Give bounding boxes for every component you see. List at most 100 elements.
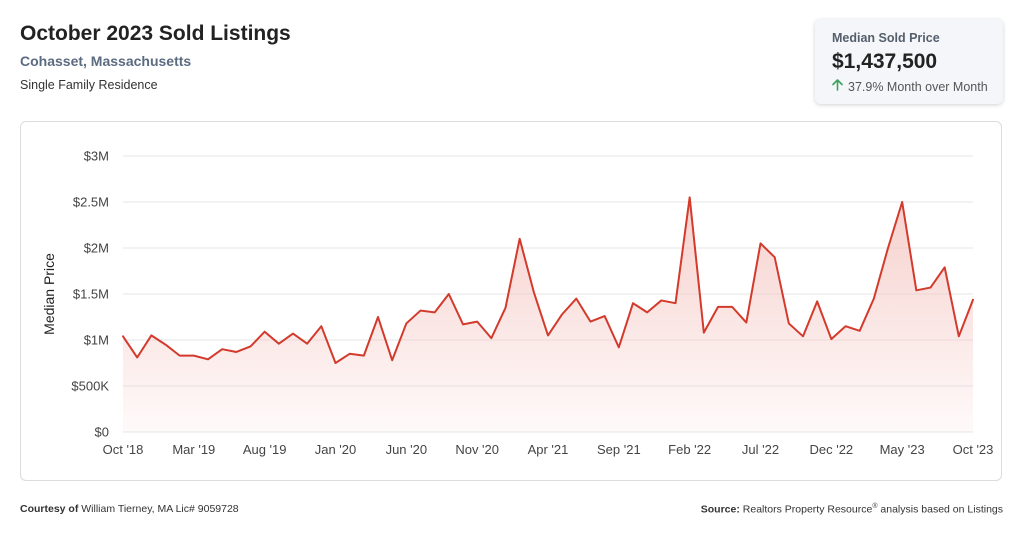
data-point [207,358,209,360]
data-point [164,343,166,345]
source-prefix: Source: [700,503,740,516]
data-point [292,332,294,334]
data-point [462,323,464,325]
data-point [788,322,790,324]
x-tick-label: Nov '20 [455,442,499,457]
data-point [745,321,747,323]
x-tick-label: Jul '22 [742,442,779,457]
median-price-card: Median Sold Price $1,437,500 37.9% Month… [815,19,1003,104]
data-point [943,266,945,268]
data-point [802,335,804,337]
data-point [221,348,223,350]
x-tick-label: Oct '18 [103,442,144,457]
data-point [448,293,450,295]
data-point [972,299,974,301]
data-point [703,331,705,333]
area-fill [123,197,973,432]
data-point [561,313,563,315]
data-point [504,307,506,309]
y-tick-label: $2.5M [73,195,109,210]
data-point [476,320,478,322]
x-tick-label: Aug '19 [243,442,287,457]
chart-panel: $0 $500K $1M $1.5M $2M $2.5M $3M Oct '18 Mar '19… [20,121,1002,481]
location-subtitle: Cohasset, Massachusetts [20,53,192,69]
data-point [873,297,875,299]
data-point [901,201,903,203]
data-point [405,322,407,324]
data-point [490,337,492,339]
card-change-text: 37.9% Month over Month [848,79,988,94]
data-point [334,362,336,364]
data-point [278,342,280,344]
data-point [533,291,535,293]
data-point [929,286,931,288]
data-point [235,351,237,353]
x-tick-label: May '23 [880,442,925,457]
data-point [263,331,265,333]
data-point [731,306,733,308]
data-point [377,316,379,318]
data-point [646,311,648,313]
courtesy-prefix: Courtesy of [20,503,79,515]
footer-courtesy: Courtesy of William Tierney, MA Lic# 905… [20,503,239,515]
data-point [717,306,719,308]
data-point [348,353,350,355]
median-price-line [122,196,974,364]
data-point [122,335,124,337]
data-point [759,242,761,244]
property-type-label: Single Family Residence [20,78,158,92]
median-price-chart: $0 $500K $1M $1.5M $2M $2.5M $3M Oct '18 Mar '19… [41,149,994,458]
y-tick-label: $1.5M [73,287,109,302]
data-point [547,334,549,336]
data-point [660,299,662,301]
data-point [844,325,846,327]
data-point [773,256,775,258]
data-point [858,330,860,332]
data-point [518,238,520,240]
card-value: $1,437,500 [832,50,938,73]
y-tick-label: $500K [71,379,109,394]
page-title: October 2023 Sold Listings [20,22,291,45]
x-tick-label: Dec '22 [809,442,853,457]
registered-mark: ® [872,503,878,510]
data-point [193,354,195,356]
data-point [306,342,308,344]
data-point [958,335,960,337]
x-tick-label: Sep '21 [597,442,641,457]
data-point [363,354,365,356]
y-tick-label: $0 [95,425,109,440]
data-point [320,325,322,327]
card-label: Median Sold Price [832,31,940,45]
source-text: Realtors Property Resource [742,503,873,516]
x-tick-label: Mar '19 [172,442,215,457]
courtesy-text: William Tierney, MA Lic# 9059728 [81,503,239,515]
footer-source: Source: Realtors Property Resource® anal… [701,503,1003,516]
data-point [433,311,435,313]
data-point [887,247,889,249]
x-tick-label: Feb '22 [668,442,711,457]
data-point [915,289,917,291]
data-point [618,346,620,348]
x-tick-label: Jun '20 [386,442,428,457]
data-point [249,345,251,347]
data-point [830,338,832,340]
data-point [150,334,152,336]
data-point [575,297,577,299]
arrow-up-icon [832,79,843,94]
y-tick-label: $1M [84,333,109,348]
x-tick-label: Oct '23 [953,442,994,457]
data-point [391,359,393,361]
y-tick-label: $2M [84,241,109,256]
data-point [688,196,690,198]
data-point [419,309,421,311]
source-suffix: analysis based on Listings [877,503,1003,516]
x-tick-label: Apr '21 [528,442,569,457]
data-point [816,300,818,302]
data-point [632,302,634,304]
data-point [589,320,591,322]
y-axis-title: Median Price [41,253,57,335]
data-point [674,302,676,304]
data-point [136,356,138,358]
data-point [603,315,605,317]
data-point [178,354,180,356]
